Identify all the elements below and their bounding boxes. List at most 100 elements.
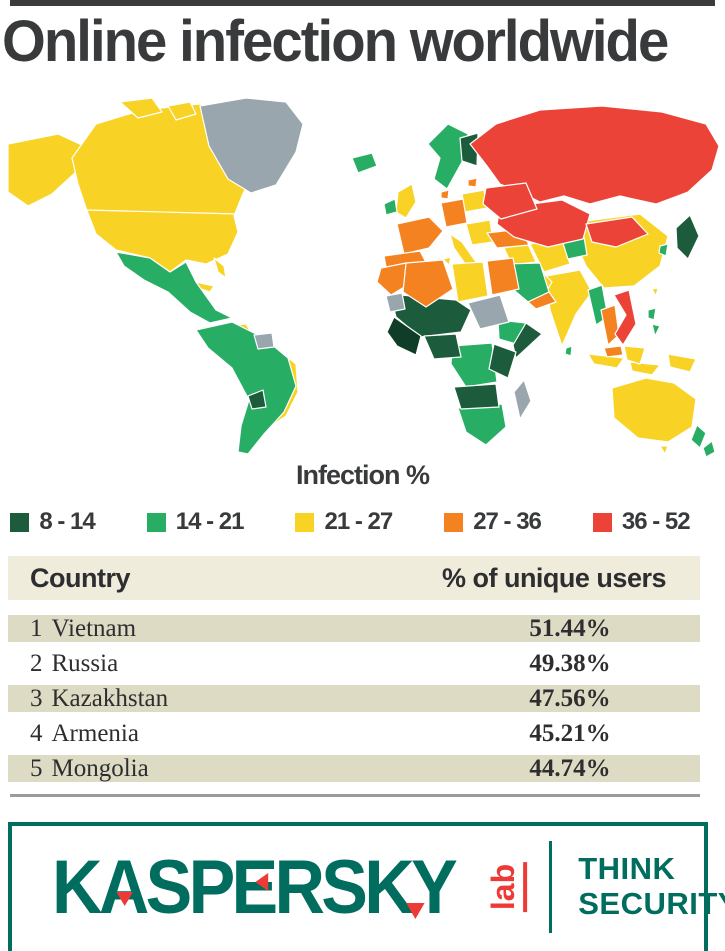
legend-swatch-8-14 (10, 512, 30, 532)
country-shape (383, 198, 398, 216)
country-shape (440, 189, 450, 200)
tagline-security: SECURITY (578, 886, 725, 921)
footer-divider-line (10, 794, 700, 797)
country-shape (167, 101, 197, 121)
country-shape (199, 97, 304, 194)
regions-27-36-orange (376, 177, 624, 358)
legend-item: 27 - 36 (444, 508, 542, 536)
country-shape (386, 316, 422, 356)
country-shape (467, 177, 478, 188)
red-triangle-icon (116, 892, 133, 907)
column-header-unique-users: % of unique users (441, 562, 667, 593)
legend-item: 36 - 52 (592, 508, 691, 536)
country-name: Vietnam (51, 614, 137, 642)
country-shape (611, 377, 697, 443)
country-shape (7, 133, 85, 207)
country-cell: 4 Armenia (8, 720, 139, 748)
table-row: 5 Mongolia 44.74% (8, 751, 700, 786)
country-shape (453, 383, 500, 410)
country-shape (402, 259, 454, 308)
red-triangle-icon (405, 902, 425, 919)
country-shape (613, 289, 637, 346)
value-cell: 49.38% (529, 649, 611, 677)
legend-title: Infection % (295, 460, 430, 490)
country-shape (467, 294, 510, 330)
table-row: 1 Vietnam 51.44% (8, 611, 700, 646)
country-shape (623, 345, 646, 365)
country-shape (482, 182, 538, 220)
legend-item: 21 - 27 (295, 508, 393, 536)
country-name: Mongolia (51, 754, 149, 782)
value-cell: 45.21% (529, 719, 611, 747)
country-shape (659, 445, 669, 455)
country-border-lines (85, 209, 239, 215)
legend-swatch-14-21 (146, 512, 166, 532)
country-shape (247, 389, 267, 410)
value-cell: 51.44% (529, 614, 611, 642)
page-title: Online infection worldwide (2, 9, 669, 74)
rank: 2 (30, 649, 43, 677)
legend-swatch-21-27 (295, 512, 315, 532)
country-name: Russia (51, 649, 119, 677)
country-shape (389, 293, 472, 338)
country-shape (658, 243, 669, 257)
rank: 3 (30, 684, 43, 712)
world-map-svg (7, 97, 720, 458)
world-infection-map (0, 96, 725, 458)
country-shape (629, 361, 661, 376)
country-shape (457, 403, 507, 446)
rank: 4 (30, 719, 43, 747)
legend-label: 14 - 21 (175, 508, 245, 535)
regions-no-data-gray (199, 97, 532, 420)
country-shape (253, 332, 275, 350)
country-shape (603, 345, 624, 358)
country-shape (564, 345, 573, 357)
country-shape (513, 379, 532, 420)
legend-item: 8 - 14 (10, 508, 96, 536)
logo-divider-line (549, 841, 553, 933)
country-shape (488, 343, 517, 379)
country-shape (647, 307, 657, 321)
table-row: 4 Armenia 45.21% (8, 716, 700, 751)
legend-label: 8 - 14 (39, 508, 95, 535)
country-shape (486, 257, 520, 296)
legend-label: 36 - 52 (621, 508, 691, 535)
country-name: Kazakhstan (51, 684, 169, 712)
country-shape (351, 152, 378, 174)
country-shape (585, 216, 649, 248)
country-shape (195, 321, 297, 455)
kaspersky-wordmark: KASPERSKY (52, 844, 458, 931)
country-shape (213, 257, 227, 279)
kaspersky-wordmark-text: KASPERSKY (52, 844, 458, 930)
country-cell: 1 Vietnam (8, 615, 136, 643)
country-shape (440, 198, 468, 228)
country-shape (527, 291, 557, 310)
legend-swatch-36-52 (592, 512, 612, 532)
country-shape (427, 123, 469, 190)
kaspersky-logo-box: KASPERSKY lab THINK SECURITY (8, 822, 725, 951)
value-cell: 44.74% (529, 754, 611, 782)
tagline-think: THINK (578, 851, 676, 887)
country-shape (675, 214, 700, 260)
lab-wordmark: lab (485, 861, 528, 913)
country-shape (651, 287, 659, 297)
red-triangle-icon (255, 873, 268, 892)
country-shape (119, 97, 163, 119)
tagline: THINK SECURITY (578, 852, 725, 921)
country-shape (512, 322, 543, 359)
regions-36-52-red (469, 105, 720, 346)
country-cell: 5 Mongolia (8, 755, 149, 783)
legend-label: 27 - 36 (473, 508, 542, 535)
country-shape (600, 304, 620, 346)
us-canada-border-line (85, 209, 239, 215)
country-shape (376, 262, 412, 296)
legend-swatch-27-36 (444, 512, 464, 532)
legend-label: 21 - 27 (324, 508, 393, 535)
country-cell: 2 Russia (8, 650, 118, 678)
country-shape (545, 269, 593, 347)
country-shape (667, 353, 697, 373)
rank: 5 (30, 754, 43, 782)
regions-8-14-dark-green (247, 132, 700, 410)
value-cell: 47.56% (529, 684, 611, 712)
